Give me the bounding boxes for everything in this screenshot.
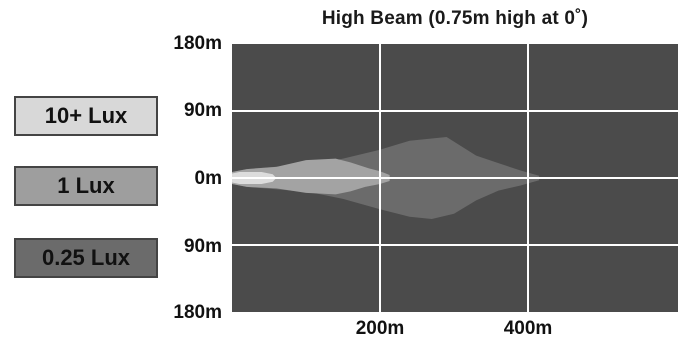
legend-10-lux: 10+ Lux — [14, 96, 158, 136]
legend-025-lux: 0.25 Lux — [14, 238, 158, 278]
legend-1-lux: 1 Lux — [14, 166, 158, 206]
y-tick-label: 0m — [194, 168, 222, 189]
chart-title: High Beam (0.75m high at 0˚) — [321, 8, 589, 29]
y-tick-label: 90m — [183, 236, 222, 257]
y-tick-label: 90m — [183, 100, 222, 121]
plot-area — [232, 44, 678, 312]
y-tick-label: 180m — [173, 33, 222, 54]
beam-area-1-lux — [232, 158, 390, 195]
x-tick-label: 200m — [355, 318, 405, 339]
y-tick-label: 180m — [173, 302, 222, 323]
x-tick-label: 400m — [503, 318, 553, 339]
